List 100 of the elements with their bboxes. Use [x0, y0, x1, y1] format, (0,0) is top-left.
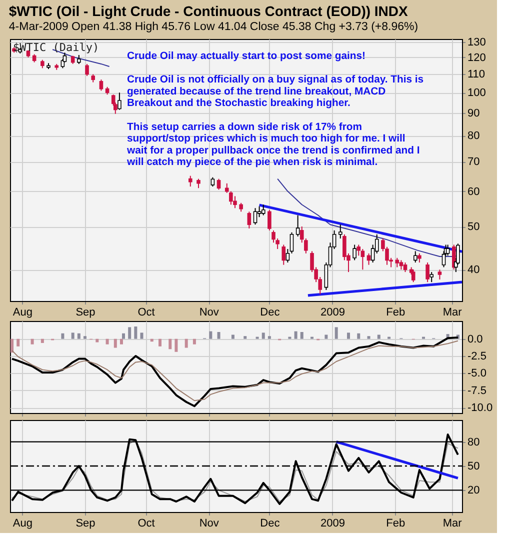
annotation: $WTIC (Daily)	[13, 41, 100, 54]
x-tick-label: Oct	[138, 306, 155, 318]
x-tick-label: Oct	[138, 518, 155, 530]
bar	[150, 338, 154, 342]
bar	[231, 334, 234, 339]
y-tick-label: -5.0	[468, 368, 486, 380]
x-tick-label: Mar	[442, 518, 462, 530]
bar	[357, 333, 360, 339]
y-tick-label: -2.5	[468, 350, 486, 363]
y-tick-label: 50	[468, 460, 480, 472]
bar	[16, 338, 20, 346]
candlestick	[411, 269, 416, 283]
y-tick-label: 100	[468, 87, 486, 100]
bar	[158, 338, 162, 346]
bar	[122, 333, 126, 339]
y-tick-label: 70	[468, 156, 480, 168]
candlestick	[426, 262, 430, 283]
candlestick	[403, 262, 408, 273]
x-tick-label: Mar	[442, 306, 462, 318]
y-tick-label: -7.5	[468, 384, 486, 397]
bar	[30, 338, 34, 344]
bar	[346, 332, 350, 339]
chart-title: $WTIC (Oil - Light Crude - Continuous Contract (EOD)) INDX	[8, 2, 409, 19]
bar	[334, 327, 338, 339]
candlestick	[413, 250, 418, 263]
candlestick	[247, 211, 252, 229]
x-tick-label: Feb	[386, 518, 406, 530]
candlestick	[99, 79, 104, 92]
candlestick	[233, 196, 237, 209]
candlestick	[261, 204, 266, 216]
x-tick-label: Dec	[260, 306, 280, 318]
x-tick-label: Nov	[199, 306, 220, 318]
y-tick-label: 110	[468, 68, 486, 81]
candlestick	[418, 252, 422, 263]
y-tick-label: 50	[468, 221, 480, 234]
bar	[209, 331, 212, 339]
annotation: This setup carries a down side risk of 17% from support/stop prices which is much too high for me. I will wait for a proper pullback once the trend is confirmed and I will catch my piece of the pie when risk is minimal.	[126, 122, 420, 168]
candlestick	[196, 178, 200, 189]
bar	[114, 338, 117, 348]
bar	[128, 327, 132, 339]
y-tick-label: 130	[468, 36, 486, 48]
candlestick	[360, 248, 365, 270]
candlestick	[253, 208, 258, 226]
bar	[217, 332, 220, 339]
candlestick	[85, 63, 89, 76]
bar	[184, 338, 188, 348]
y-tick-label: 60	[468, 186, 480, 198]
candlestick	[438, 269, 442, 280]
bar	[244, 336, 247, 339]
bar	[300, 332, 304, 339]
x-tick-label: Sep	[76, 518, 96, 530]
y-tick-label: 40	[468, 264, 480, 276]
x-tick-label: Feb	[386, 306, 406, 318]
y-tick-label: 120	[468, 52, 486, 64]
bar	[367, 336, 370, 339]
bar	[40, 338, 44, 343]
candlestick	[366, 252, 371, 266]
bar	[71, 332, 74, 339]
candlestick	[338, 224, 342, 239]
x-tick-label: Nov	[199, 518, 220, 530]
bar	[10, 338, 14, 353]
bar	[77, 333, 80, 339]
y-tick-label: -10.0	[468, 402, 493, 414]
candlestick	[456, 243, 460, 266]
bar	[168, 338, 172, 350]
candlestick	[282, 244, 286, 266]
candlestick	[395, 257, 400, 268]
chart-subtitle: 4-Mar-2009 Open 41.38 High 45.76 Low 41.04 Close 45.38 Chg +3.73 (+8.96%)	[8, 20, 418, 33]
y-tick-label: 80	[468, 130, 480, 142]
bar	[106, 338, 109, 344]
candlestick	[210, 176, 215, 188]
y-tick-label: 20	[468, 484, 480, 497]
candlestick	[399, 260, 404, 270]
x-tick-label: 2009	[320, 306, 346, 318]
bar	[120, 338, 123, 344]
bar	[61, 333, 64, 339]
y-tick-label: 80	[468, 436, 480, 448]
bar	[262, 332, 265, 339]
bar	[324, 334, 328, 339]
bar	[96, 338, 99, 342]
annotation: Crude Oil may actually start to post some gains!	[127, 51, 366, 62]
candlestick	[352, 244, 356, 261]
candlestick	[452, 244, 456, 270]
x-tick-label: Aug	[12, 518, 32, 530]
bar	[83, 336, 86, 339]
x-tick-label: Sep	[76, 306, 96, 318]
x-tick-label: Aug	[12, 306, 32, 318]
bar	[134, 326, 138, 339]
y-tick-label: 0.0	[468, 333, 483, 346]
bar	[377, 334, 380, 339]
candlestick	[188, 175, 192, 188]
candlestick	[268, 209, 272, 231]
bar	[192, 338, 196, 344]
x-tick-label: 2009	[320, 518, 346, 530]
bar	[140, 332, 144, 339]
candlestick	[430, 272, 434, 283]
x-tick-label: Dec	[260, 518, 280, 530]
candlestick	[216, 178, 221, 190]
bar	[174, 338, 178, 352]
candlestick	[118, 92, 122, 110]
